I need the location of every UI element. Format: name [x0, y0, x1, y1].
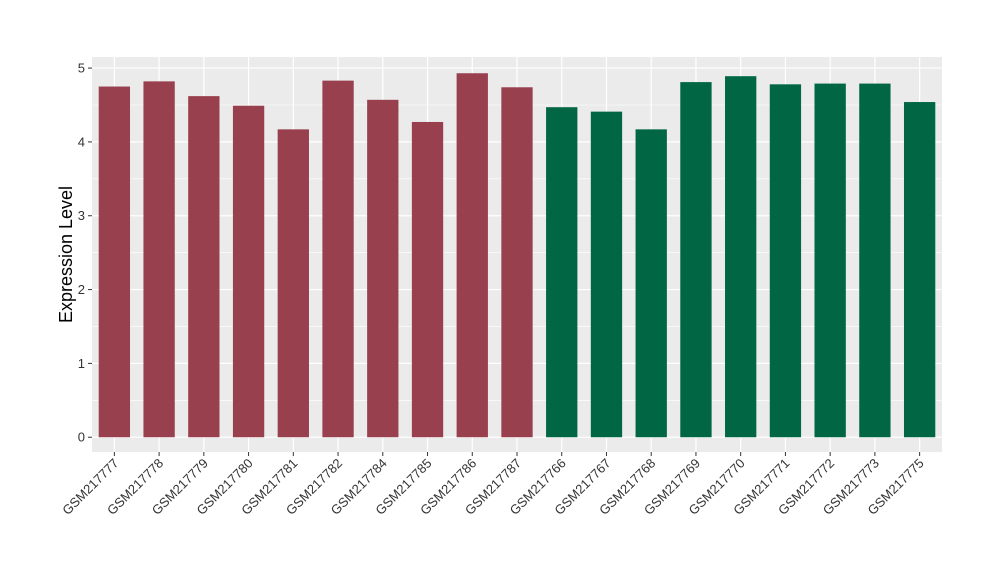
y-tick-label: 0 [78, 430, 85, 445]
bar [367, 99, 399, 438]
bar [277, 129, 309, 438]
bar [590, 111, 623, 438]
bar [456, 73, 488, 438]
bar [680, 82, 712, 438]
bar [814, 83, 846, 438]
bar [98, 86, 131, 438]
bar [322, 80, 354, 438]
bar [143, 81, 175, 438]
bar [546, 107, 578, 438]
y-tick-label: 5 [78, 61, 85, 76]
bar [188, 96, 220, 438]
y-axis: 0 1 2 3 4 5 [78, 61, 92, 445]
bar [859, 83, 891, 438]
bar [501, 87, 533, 438]
y-tick-label: 3 [78, 208, 85, 223]
y-tick-label: 4 [78, 134, 85, 149]
y-tick-label: 2 [78, 282, 85, 297]
bar [232, 105, 265, 438]
bar [769, 84, 802, 438]
bar [635, 129, 667, 438]
bar [903, 102, 936, 438]
y-tick-label: 1 [78, 356, 85, 371]
bar [725, 76, 757, 438]
x-axis: GSM217777GSM217778GSM217779GSM217780GSM2… [59, 452, 927, 518]
y-axis-title: Expression Level [56, 186, 76, 323]
bar [411, 121, 444, 438]
bars [98, 73, 936, 438]
